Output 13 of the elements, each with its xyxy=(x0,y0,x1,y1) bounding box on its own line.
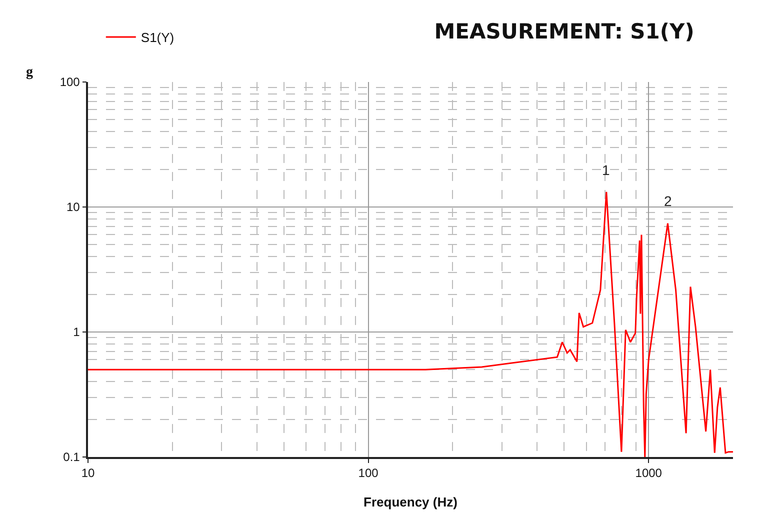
annotation: 2 xyxy=(664,193,672,209)
x-tick-label: 10 xyxy=(81,466,95,480)
y-tick-label: 10 xyxy=(66,200,80,214)
x-tick-label: 100 xyxy=(358,466,379,480)
y-tick-label: 100 xyxy=(60,75,80,90)
x-axis-title: Frequency (Hz) xyxy=(364,494,458,510)
x-tick-label: 1000 xyxy=(635,466,662,480)
y-tick-label: 0.1 xyxy=(63,450,80,464)
y-tick-label: 1 xyxy=(73,325,80,340)
annotation: 1 xyxy=(602,162,610,178)
legend-label: S1(Y) xyxy=(140,30,174,46)
chart-title: MEASUREMENT: S1(Y) xyxy=(434,19,694,44)
y-axis-title: g xyxy=(26,65,33,80)
